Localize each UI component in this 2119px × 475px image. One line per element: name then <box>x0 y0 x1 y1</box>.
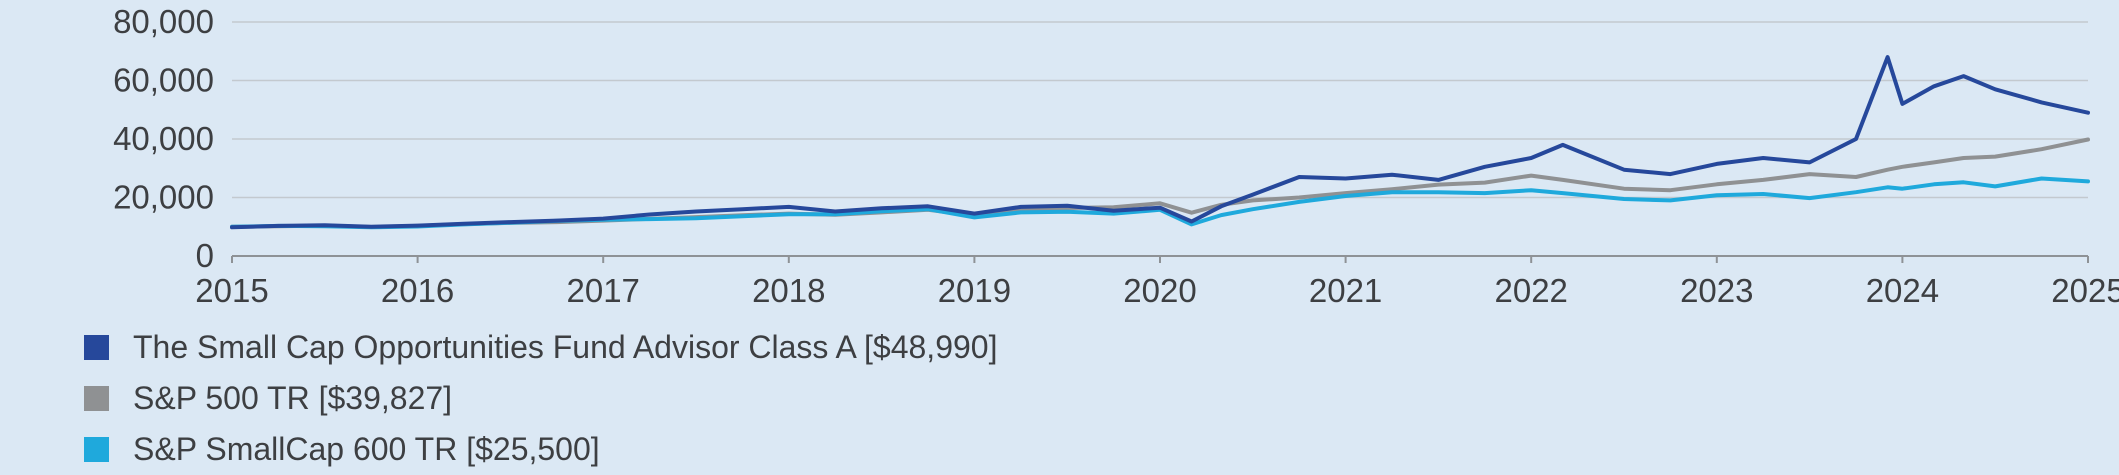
x-tick-label: 2018 <box>752 272 825 308</box>
smallcap600-series-swatch-icon <box>84 436 109 462</box>
fund-series-swatch-icon <box>84 334 109 360</box>
legend-label-sp500: S&P 500 TR [$39,827] <box>133 379 453 416</box>
x-tick-label: 2019 <box>938 272 1011 308</box>
growth-of-10000-chart: 0 20,000 40,000 60,000 80,000 2015 2016 2017 201… <box>113 3 2119 308</box>
series-line-1 <box>230 137 2090 229</box>
x-tick-label: 2023 <box>1680 272 1753 308</box>
legend-item-smallcap600: S&P SmallCap 600 TR [$25,500] <box>84 428 997 470</box>
x-tick-label: 2016 <box>381 272 454 308</box>
chart-legend: The Small Cap Opportunities Fund Advisor… <box>84 326 997 470</box>
sp500-series-swatch-icon <box>84 385 109 411</box>
chart-canvas: 0 20,000 40,000 60,000 80,000 2015 2016 2017 201… <box>113 3 2119 308</box>
x-tick-label: 2021 <box>1309 272 1382 308</box>
y-tick-label: 40,000 <box>113 120 214 157</box>
x-tick-label: 2024 <box>1866 272 1939 308</box>
legend-item-fund: The Small Cap Opportunities Fund Advisor… <box>84 326 997 368</box>
legend-label-fund: The Small Cap Opportunities Fund Advisor… <box>133 328 998 365</box>
x-tick-label: 2015 <box>195 272 268 308</box>
y-tick-label: 60,000 <box>113 62 214 99</box>
series-line-0 <box>230 55 2090 230</box>
x-tick-label: 2017 <box>566 272 639 308</box>
legend-label-smallcap600: S&P SmallCap 600 TR [$25,500] <box>133 430 600 467</box>
legend-item-sp500: S&P 500 TR [$39,827] <box>84 377 997 419</box>
x-tick-label: 2022 <box>1494 272 1567 308</box>
y-tick-label: 20,000 <box>113 179 214 216</box>
y-tick-label: 0 <box>196 237 214 274</box>
y-tick-label: 80,000 <box>113 3 214 40</box>
x-tick-label: 2025 <box>2051 272 2119 308</box>
x-tick-label: 2020 <box>1123 272 1196 308</box>
